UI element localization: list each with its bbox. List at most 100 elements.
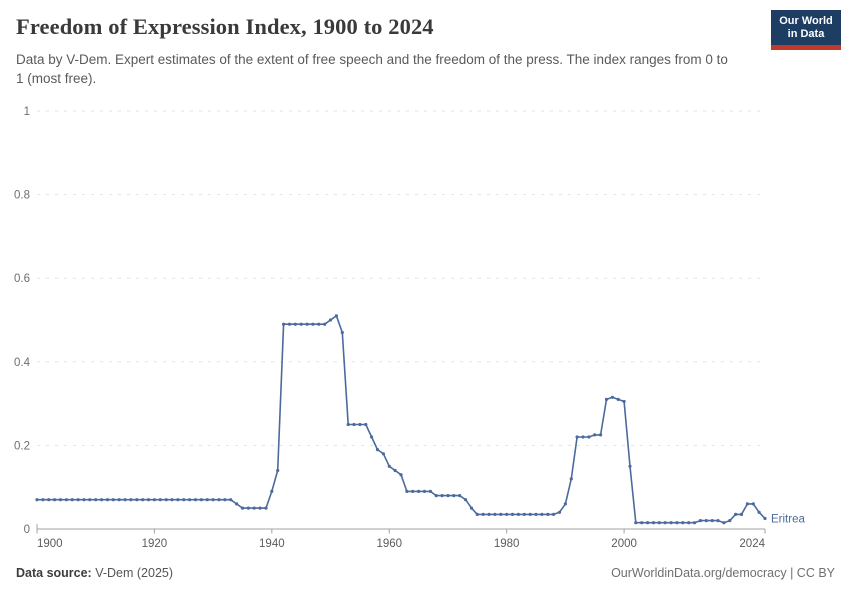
data-point xyxy=(710,519,714,523)
data-point xyxy=(223,498,227,502)
x-axis-tick-label: 1960 xyxy=(376,538,402,550)
x-axis-tick-label: 1980 xyxy=(494,538,520,550)
data-point xyxy=(141,498,145,502)
data-point xyxy=(405,489,409,493)
data-point xyxy=(193,498,198,502)
data-point xyxy=(763,516,767,521)
data-point xyxy=(287,322,292,326)
data-point xyxy=(211,498,215,502)
data-point xyxy=(293,322,297,326)
data-point xyxy=(358,422,362,427)
y-axis-tick-label: 0.4 xyxy=(14,357,31,369)
data-point xyxy=(469,506,474,510)
x-axis-tick-label: 1900 xyxy=(37,538,63,550)
owid-url-link[interactable]: OurWorldinData.org/democracy | CC BY xyxy=(611,566,835,580)
data-point xyxy=(499,512,503,517)
data-point xyxy=(129,498,133,502)
data-point xyxy=(569,477,573,481)
data-point xyxy=(510,512,515,517)
data-point xyxy=(340,330,344,335)
data-point xyxy=(205,498,209,502)
data-point xyxy=(587,435,591,439)
data-point xyxy=(282,322,286,326)
data-point xyxy=(164,498,168,502)
data-point xyxy=(417,489,421,493)
owid-logo-line1: Our World xyxy=(779,14,833,27)
data-point xyxy=(188,498,192,502)
data-point xyxy=(305,322,309,326)
data-point xyxy=(440,494,444,498)
data-point xyxy=(458,494,462,498)
data-point xyxy=(698,519,703,523)
data-point xyxy=(546,512,550,517)
data-point xyxy=(70,498,74,502)
data-point xyxy=(393,468,397,473)
data-point xyxy=(739,512,744,517)
data-point xyxy=(76,498,80,502)
owid-logo-line2: in Data xyxy=(787,27,825,40)
data-point xyxy=(522,512,526,517)
data-source-label: Data source: xyxy=(16,566,92,580)
data-point xyxy=(604,397,609,401)
data-point xyxy=(170,498,174,502)
data-point xyxy=(651,521,656,525)
data-point xyxy=(35,498,39,502)
data-point xyxy=(94,498,98,502)
data-point xyxy=(616,397,620,401)
data-point xyxy=(557,510,562,514)
data-point xyxy=(528,512,532,517)
data-point xyxy=(610,395,615,399)
data-point xyxy=(446,494,450,498)
x-axis-tick-label: 1920 xyxy=(142,538,168,550)
chart-footer: Data source: V-Dem (2025) OurWorldinData… xyxy=(16,566,835,580)
data-point xyxy=(146,498,151,502)
data-point xyxy=(299,322,303,326)
data-point xyxy=(82,498,86,502)
data-point xyxy=(464,498,468,502)
data-point xyxy=(734,512,738,517)
data-point xyxy=(258,506,262,510)
x-axis-tick-label: 2000 xyxy=(611,538,637,550)
data-point xyxy=(41,498,45,502)
data-point xyxy=(757,510,761,514)
data-point xyxy=(311,322,315,326)
page-title: Freedom of Expression Index, 1900 to 202… xyxy=(16,14,434,39)
x-axis-tick-label: 2024 xyxy=(739,538,765,550)
data-point xyxy=(364,422,368,427)
y-axis-tick-label: 0 xyxy=(24,524,30,536)
chart-subtitle: Data by V-Dem. Expert estimates of the e… xyxy=(16,52,728,86)
y-axis-tick-label: 0.8 xyxy=(14,190,30,202)
data-point xyxy=(117,498,121,502)
data-point xyxy=(540,512,544,517)
data-point xyxy=(675,521,679,525)
data-point xyxy=(687,521,691,525)
x-axis-tick-label: 1940 xyxy=(259,538,285,550)
data-point xyxy=(246,506,250,510)
data-point xyxy=(475,512,479,517)
data-point xyxy=(728,519,732,523)
data-point xyxy=(692,521,697,525)
data-point xyxy=(593,433,597,437)
data-point xyxy=(663,521,667,525)
data-point xyxy=(581,435,585,439)
data-point xyxy=(105,498,110,502)
data-point xyxy=(64,498,68,502)
data-point xyxy=(552,512,556,517)
data-point xyxy=(422,489,427,493)
data-point xyxy=(334,314,338,318)
data-point xyxy=(646,521,650,525)
data-point xyxy=(505,512,509,517)
data-point xyxy=(47,498,51,502)
data-point xyxy=(563,502,568,506)
owid-logo[interactable]: Our World in Data xyxy=(771,10,841,50)
data-point xyxy=(58,498,63,502)
data-point xyxy=(399,473,403,477)
data-point xyxy=(152,498,156,502)
data-point xyxy=(628,464,632,468)
data-point xyxy=(452,494,456,498)
data-point xyxy=(176,498,180,502)
data-point xyxy=(370,435,374,439)
data-point xyxy=(264,506,268,510)
data-point xyxy=(229,498,233,502)
data-point xyxy=(328,318,333,322)
